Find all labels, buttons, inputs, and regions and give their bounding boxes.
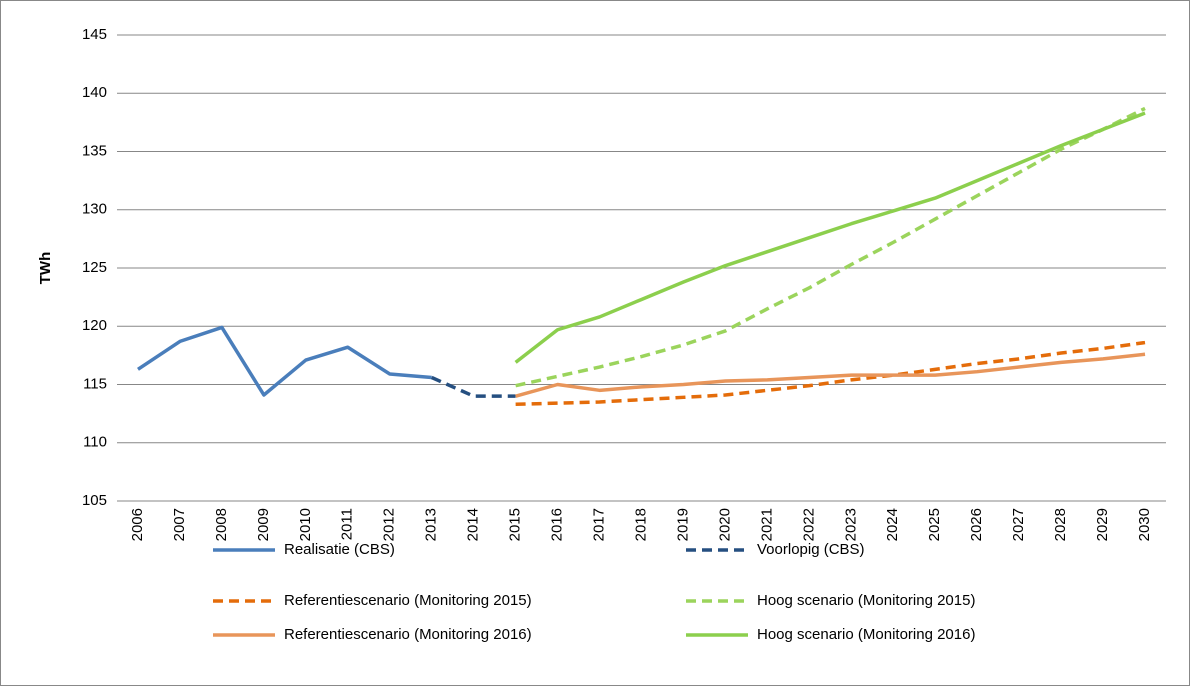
y-tick-label: 115 xyxy=(83,375,107,392)
x-tick-label: 2021 xyxy=(758,508,775,541)
x-tick-label: 2027 xyxy=(1010,508,1027,541)
legend-label: Referentiescenario (Monitoring 2015) xyxy=(284,592,532,609)
y-tick-label: 125 xyxy=(82,259,107,276)
legend-label: Hoog scenario (Monitoring 2016) xyxy=(757,626,975,643)
line-series xyxy=(430,375,516,398)
x-tick-label: 2017 xyxy=(591,508,608,541)
legend-label: Referentiescenario (Monitoring 2016) xyxy=(284,626,532,643)
y-axis-label: TWh xyxy=(37,252,54,284)
y-tick-label: 140 xyxy=(82,84,107,101)
x-tick-label: 2018 xyxy=(632,508,649,541)
legend-label: Voorlopig (CBS) xyxy=(757,541,865,558)
legend-label: Hoog scenario (Monitoring 2015) xyxy=(757,592,975,609)
line-series xyxy=(515,340,1146,407)
y-tick-label: 120 xyxy=(82,317,107,334)
x-tick-label: 2010 xyxy=(297,508,314,541)
line-series xyxy=(515,352,1146,398)
x-tick-label: 2029 xyxy=(1094,508,1111,541)
y-tick-label: 135 xyxy=(82,142,107,159)
x-tick-label: 2023 xyxy=(842,508,859,541)
x-tick-label: 2015 xyxy=(507,508,524,541)
legend-label: Realisatie (CBS) xyxy=(284,541,395,558)
x-tick-label: 2012 xyxy=(381,508,398,541)
x-tick-label: 2026 xyxy=(968,508,985,541)
x-tick-label: 2030 xyxy=(1136,508,1153,541)
x-tick-label: 2013 xyxy=(423,508,440,541)
x-tick-label: 2020 xyxy=(716,508,733,541)
y-tick-label: 130 xyxy=(82,201,107,218)
x-tick-label: 2016 xyxy=(549,508,566,541)
x-tick-label: 2022 xyxy=(800,508,817,541)
line-series xyxy=(137,325,432,397)
x-tick-label: 2014 xyxy=(465,508,482,541)
line-series xyxy=(514,111,1146,364)
y-tick-label: 105 xyxy=(82,492,107,509)
x-tick-label: 2019 xyxy=(674,508,691,541)
y-tick-label: 145 xyxy=(82,26,107,43)
x-tick-label: 2028 xyxy=(1052,508,1069,541)
x-tick-label: 2009 xyxy=(255,508,272,541)
x-tick-label: 2025 xyxy=(926,508,943,541)
x-tick-label: 2011 xyxy=(339,508,356,540)
x-tick-label: 2008 xyxy=(213,508,230,541)
x-tick-label: 2006 xyxy=(129,508,146,541)
x-tick-label: 2024 xyxy=(884,508,901,541)
x-tick-label: 2007 xyxy=(171,508,188,541)
y-tick-label: 110 xyxy=(83,434,107,451)
